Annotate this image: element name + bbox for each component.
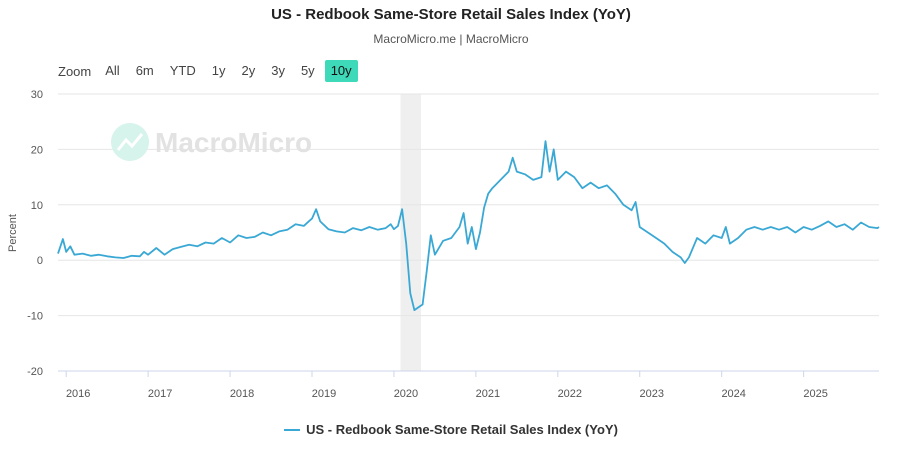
- range-button-6m[interactable]: 6m: [135, 63, 154, 78]
- range-button-3y[interactable]: 3y: [271, 63, 285, 78]
- x-tick-label: 2020: [394, 388, 418, 400]
- x-tick-label: 2022: [558, 388, 582, 400]
- x-tick-label: 2018: [230, 388, 254, 400]
- range-button-2y[interactable]: 2y: [241, 63, 256, 78]
- chart-subtitle: MacroMicro.me | MacroMicro: [373, 32, 529, 46]
- range-button-ytd[interactable]: YTD: [169, 63, 196, 78]
- y-tick-label: 20: [31, 144, 43, 156]
- watermark-text: MacroMicro: [155, 127, 312, 158]
- x-tick-label: 2017: [148, 388, 172, 400]
- watermark-trend-icon: [116, 133, 144, 151]
- chart-title: US - Redbook Same-Store Retail Sales Ind…: [271, 6, 631, 23]
- y-tick-label: -20: [27, 366, 43, 378]
- y-axis-label: Percent: [7, 214, 19, 252]
- range-selector: Zoom All 6m YTD 1y 2y 3y 5y 10y: [52, 60, 362, 82]
- legend[interactable]: US - Redbook Same-Store Retail Sales Ind…: [0, 422, 902, 437]
- shaded-band: [400, 94, 421, 371]
- y-tick-label: -10: [27, 311, 43, 323]
- zoom-label: Zoom: [58, 63, 92, 79]
- x-tick-label: 2024: [721, 388, 745, 400]
- y-tick-label: 10: [31, 200, 43, 212]
- x-tick-label: 2025: [803, 388, 827, 400]
- watermark: MacroMicro: [111, 123, 312, 161]
- range-button-1y[interactable]: 1y: [211, 63, 226, 78]
- y-tick-label: 0: [37, 255, 43, 267]
- x-tick-label: 2016: [66, 388, 90, 400]
- x-tick-label: 2021: [476, 388, 500, 400]
- y-tick-label: 30: [31, 89, 43, 101]
- legend-entry[interactable]: US - Redbook Same-Store Retail Sales Ind…: [306, 422, 618, 437]
- range-button-5y[interactable]: 5y: [300, 63, 315, 78]
- range-button-10y[interactable]: 10y: [324, 60, 358, 82]
- series-line: [57, 140, 880, 312]
- legend-swatch: [284, 428, 301, 431]
- x-tick-label: 2023: [640, 388, 664, 400]
- x-tick-label: 2019: [312, 388, 336, 400]
- range-button-all[interactable]: All: [105, 63, 120, 78]
